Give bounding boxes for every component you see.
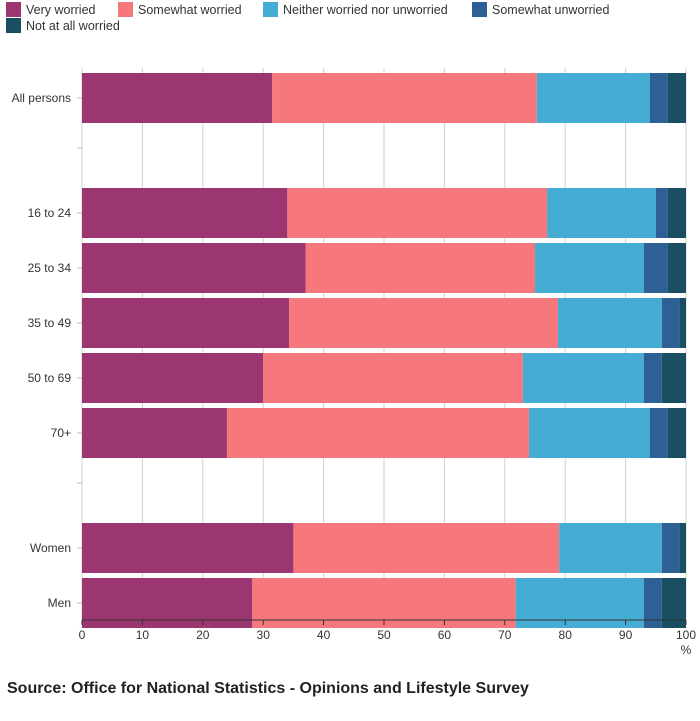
bar-segment [649,408,668,458]
bar-segment [643,578,662,628]
bar-segment [289,298,558,348]
bar-segment [655,188,668,238]
x-tick-label: 30 [257,628,271,642]
bar-segment [272,73,537,123]
x-tick-label: 40 [317,628,331,642]
x-tick-label: 90 [619,628,633,642]
bar-segment [263,353,523,403]
category-label: 25 to 34 [28,261,72,275]
bar-segment [661,353,686,403]
legend-label: Somewhat unworried [492,2,610,17]
bar-segment [643,243,668,293]
bar-segment [667,73,686,123]
bar-segment [82,523,294,573]
bar-segment [536,73,650,123]
legend-label: Somewhat worried [138,2,242,17]
category-label: 35 to 49 [28,316,72,330]
x-tick-label: 80 [559,628,573,642]
category-label: 50 to 69 [28,371,72,385]
legend-swatch [472,2,487,17]
legend-label: Neither worried nor unworried [283,2,448,17]
bar-segment [305,243,535,293]
x-tick-label: 50 [377,628,391,642]
x-tick-label: 70 [498,628,512,642]
bar-segment [82,408,227,458]
x-tick-label: 0 [79,628,86,642]
bar-segment [82,298,290,348]
bar-segment [667,243,686,293]
bar-segment [535,243,644,293]
category-label: All persons [12,91,71,105]
legend-swatch [6,18,21,33]
bar-segment [82,243,306,293]
source-note: Source: Office for National Statistics -… [7,680,529,697]
legend-item-neither[interactable]: Neither worried nor unworried [263,2,448,17]
legend-item-somewhat-unworried[interactable]: Somewhat unworried [472,2,609,17]
legend-swatch [6,2,21,17]
bar-segment [643,353,662,403]
bar-segment [82,73,273,123]
legend-item-very-worried[interactable]: Very worried [6,2,95,17]
category-label: 70+ [51,426,71,440]
category-label: Men [48,596,71,610]
bar-segment [547,188,656,238]
x-tick-label: 20 [196,628,210,642]
bar-segment [679,298,686,348]
bar-segment [649,73,668,123]
bar-segment [522,353,644,403]
category-label: 16 to 24 [28,206,72,220]
legend-swatch [263,2,278,17]
bar-segment [82,188,288,238]
x-unit-label: % [681,643,692,657]
legend-label: Very worried [26,2,96,17]
bar-segment [559,523,662,573]
bar-segment [667,188,686,238]
x-tick-label: 100 [676,628,696,642]
bar-segment [528,408,650,458]
bar-segment [557,298,662,348]
category-label: Women [30,541,71,555]
bar-segment [679,523,686,573]
bar-segment [667,408,686,458]
legend-item-not-at-all-worried[interactable]: Not at all worried [6,18,120,33]
bar-segment [661,298,680,348]
bar-segment [293,523,560,573]
bar-segment [226,408,529,458]
legend-swatch [118,2,133,17]
bar-segment [82,353,264,403]
legend-label: Not at all worried [26,18,120,33]
bar-segment [287,188,548,238]
x-tick-label: 10 [136,628,150,642]
legend-item-somewhat-worried[interactable]: Somewhat worried [118,2,242,17]
x-tick-label: 60 [438,628,452,642]
stacked-bar-chart: All persons 16 to 24 25 to 34 35 to 49 50 to… [12,68,696,657]
bar-segment [661,523,680,573]
